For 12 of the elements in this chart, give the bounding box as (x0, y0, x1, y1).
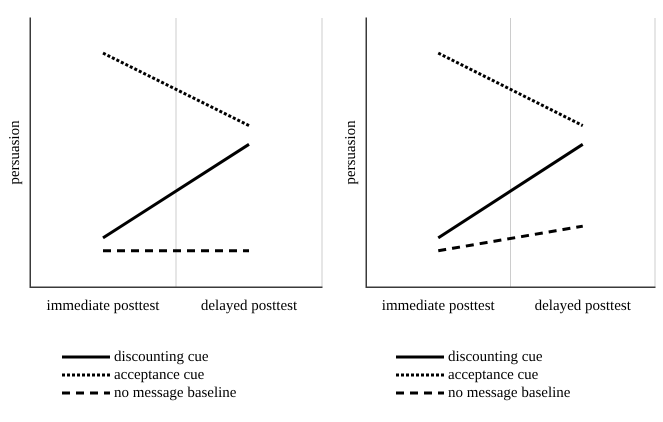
legend-label: discounting cue (114, 348, 209, 366)
legend-label: no message baseline (114, 384, 236, 402)
x-tick-label: immediate posttest (46, 298, 160, 314)
x-tick-label: delayed posttest (200, 298, 298, 314)
legend-label: acceptance cue (448, 366, 538, 384)
y-axis-title: persuasion (342, 120, 359, 185)
x-tick-label: delayed posttest (534, 298, 632, 314)
x-tick-label: immediate posttest (382, 298, 496, 314)
legend-label: acceptance cue (114, 366, 204, 384)
legend-label: discounting cue (448, 348, 543, 366)
y-axis-title: persuasion (6, 120, 23, 185)
legend-label: no message baseline (448, 384, 570, 402)
